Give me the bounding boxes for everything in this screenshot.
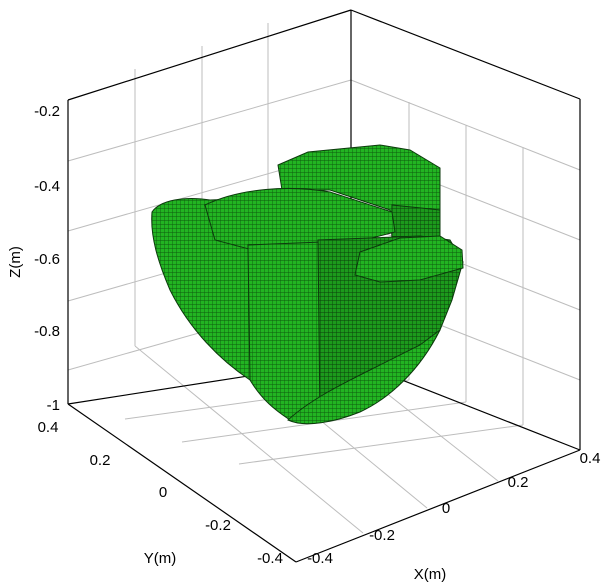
z-tick-labels: -0.2 -0.4 -0.6 -0.8 -1 <box>34 103 60 414</box>
y-tick-labels: 0.4 0.2 0 -0.2 -0.4 <box>38 419 283 567</box>
z-tick-label: -0.2 <box>34 103 60 120</box>
y-tick-label: -0.4 <box>257 550 283 567</box>
x-tick-labels: -0.4 -0.2 0 0.2 0.4 <box>307 450 600 567</box>
z-tick-label: -0.4 <box>34 178 60 195</box>
y-tick-label: 0 <box>159 484 167 501</box>
x-tick-label: -0.2 <box>369 527 395 544</box>
x-tick-label: 0 <box>442 500 450 517</box>
voxel-solid <box>151 144 464 425</box>
y-axis-title: Y(m) <box>144 550 177 567</box>
z-tick-label: -0.8 <box>34 323 60 340</box>
x-tick-label: -0.4 <box>307 550 333 567</box>
x-axis-title: X(m) <box>414 566 447 583</box>
z-tick-label: -1 <box>47 397 60 414</box>
x-tick-label: 0.4 <box>580 450 601 467</box>
z-tick-label: -0.6 <box>34 251 60 268</box>
z-axis-title: Z(m) <box>7 246 24 278</box>
y-tick-label: 0.2 <box>90 452 111 469</box>
x-tick-label: 0.2 <box>508 474 529 491</box>
y-tick-label: -0.2 <box>205 517 231 534</box>
y-tick-label: 0.4 <box>38 419 59 436</box>
